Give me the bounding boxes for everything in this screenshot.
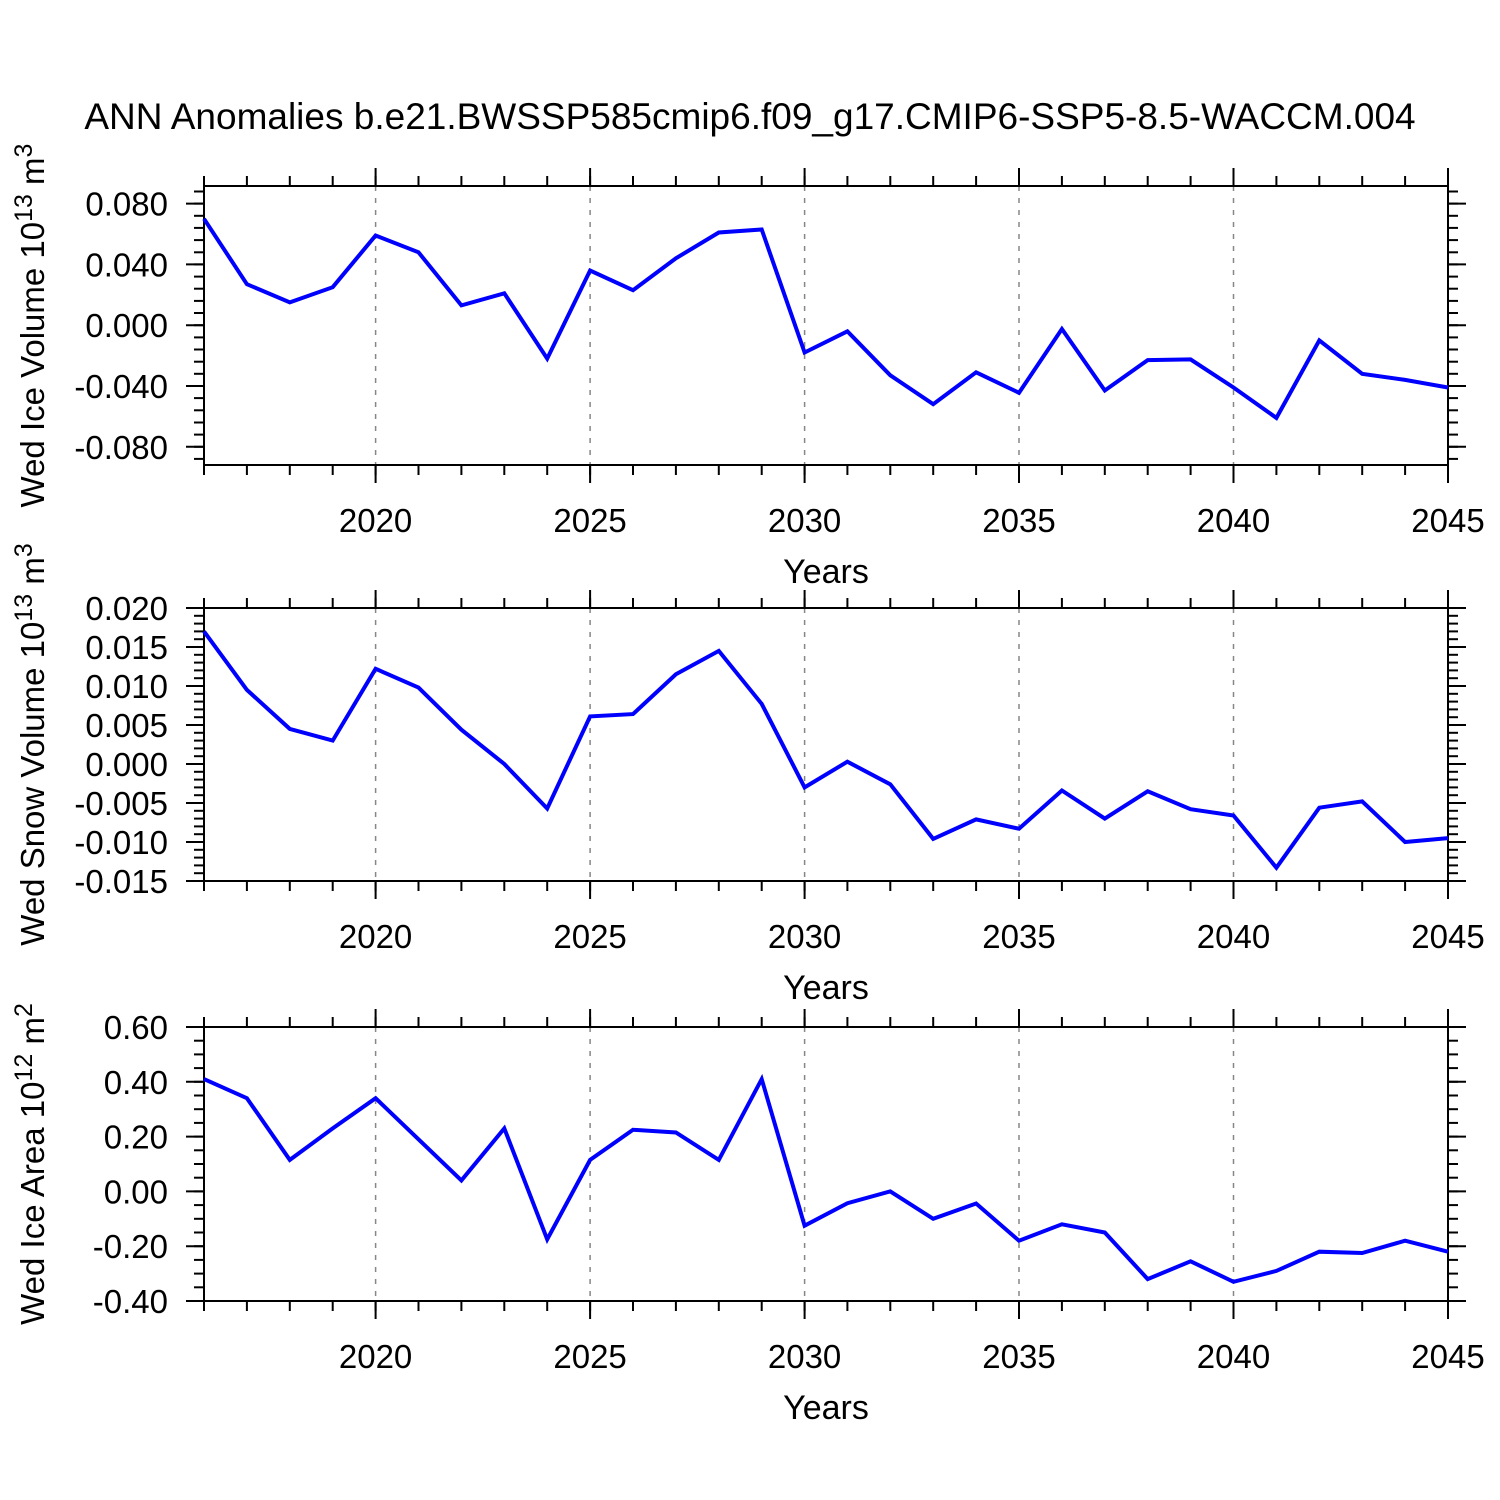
y-axis-title: Wed Snow Volume 1013 m3 [10,543,51,945]
x-tick-label: 2040 [1197,1338,1270,1375]
y-tick-label: -0.040 [74,368,168,405]
y-tick-label: 0.040 [85,246,168,283]
y-tick-label: 0.60 [104,1009,168,1046]
x-tick-label: 2040 [1197,502,1270,539]
y-tick-label: 0.000 [85,307,168,344]
y-tick-label: 0.005 [85,707,168,744]
y-tick-label: -0.080 [74,429,168,466]
series-line [203,1073,1449,1284]
x-tick-label: 2035 [982,918,1055,955]
y-tick-label: 0.40 [104,1064,168,1101]
x-tick-label: 2025 [553,918,626,955]
x-tick-label: 2020 [339,918,412,955]
chart-wed-ice-area: 2020 2025 2030 2035 2040 2045 Years 0.60 0.40 0.2… [10,1003,1485,1427]
x-tick-label: 2025 [553,1338,626,1375]
chart-wed-ice-volume: 2020 2025 2030 2035 2040 2045 Years 0.080 0.040 0… [10,144,1485,591]
y-tick-label: -0.010 [74,824,168,861]
x-tick-label: 2020 [339,1338,412,1375]
y-axis-title: Wed Ice Volume 1013 m3 [10,144,51,508]
y-tick-label: -0.40 [93,1283,168,1320]
plot-frame [203,607,1449,882]
y-tick-label: 0.020 [85,590,168,627]
x-tick-label: 2040 [1197,918,1270,955]
y-tick-label: 0.080 [85,186,168,223]
chart-wed-snow-volume: 2020 2025 2030 2035 2040 2045Years0.0200.0150… [10,543,1485,1007]
x-tick-label: 2035 [982,502,1055,539]
figure-title: ANN Anomalies b.e21.BWSSP585cmip6.f09_g1… [84,96,1416,137]
x-tick-label: 2030 [768,918,841,955]
x-tick-label: 2030 [768,1338,841,1375]
x-tick-label: 2045 [1411,918,1484,955]
y-tick-label: 0.000 [85,746,168,783]
y-tick-label: 0.20 [104,1119,168,1156]
series-line [202,630,1449,871]
y-tick-label: -0.005 [74,785,168,822]
y-tick-label: 0.00 [104,1173,168,1210]
y-tick-label: 0.010 [85,668,168,705]
series-line [202,217,1449,421]
x-tick-label: 2045 [1411,502,1484,539]
x-tick-label: 2035 [982,1338,1055,1375]
x-tick-label: 2025 [553,502,626,539]
y-tick-label: -0.015 [74,863,168,900]
plot-frame [203,1026,1449,1302]
x-axis-title: Years [783,553,869,591]
y-tick-label: 0.015 [85,629,168,666]
plot-frame [203,185,1449,466]
x-tick-label: 2045 [1411,1338,1484,1375]
x-tick-label: 2030 [768,502,841,539]
x-axis-title: Years [783,969,869,1007]
x-axis-title: Years [783,1389,869,1427]
y-axis-title: Wed Ice Area 1012 m2 [10,1003,51,1325]
y-tick-label: -0.20 [93,1228,168,1265]
x-tick-label: 2020 [339,502,412,539]
